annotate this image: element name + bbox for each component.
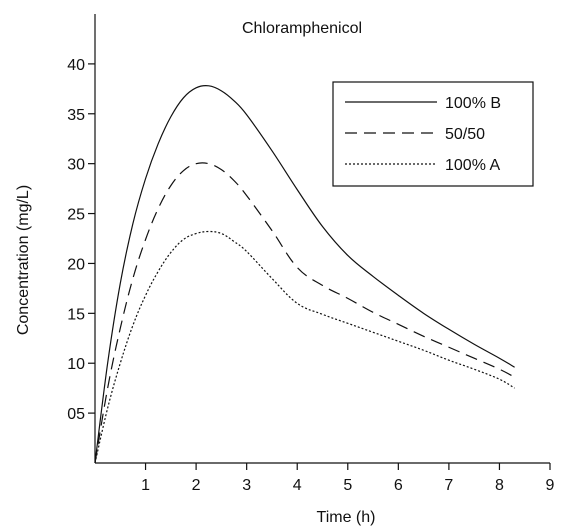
- x-axis-label: Time (h): [317, 509, 376, 526]
- x-axis: 1 2 3 4 5 6 7 8 9: [95, 462, 555, 494]
- x-tick-label: 7: [444, 477, 453, 494]
- y-axis-label: Concentration (mg/L): [15, 185, 32, 335]
- x-tick-label: 4: [293, 477, 302, 494]
- y-tick-label: 40: [67, 57, 85, 74]
- x-tick-label: 9: [546, 477, 555, 494]
- y-tick-label: 30: [67, 157, 85, 174]
- y-axis: 05 10 15 20 25 30 35 40: [67, 14, 96, 463]
- series-line-2: [94, 162, 515, 464]
- x-tick-label: 6: [394, 477, 403, 494]
- legend-label-2: 50/50: [445, 126, 485, 143]
- y-tick-label: 20: [67, 256, 85, 273]
- legend-box: [332, 81, 534, 187]
- chart-title: Chloramphenicol: [242, 20, 362, 37]
- legend-label-1: 100% B: [445, 95, 501, 112]
- series-group: [94, 85, 515, 464]
- series-line-1: [94, 85, 515, 464]
- y-tick-label: 05: [67, 406, 85, 423]
- series-line-3: [94, 230, 515, 464]
- x-tick-label: 3: [242, 477, 251, 494]
- y-tick-label: 10: [67, 356, 85, 373]
- legend: 100% B 50/50 100% A: [332, 81, 534, 187]
- x-tick-label: 5: [343, 477, 352, 494]
- x-tick-label: 2: [192, 477, 201, 494]
- x-tick-label: 8: [495, 477, 504, 494]
- x-tick-label: 1: [141, 477, 150, 494]
- legend-label-3: 100% A: [445, 157, 500, 174]
- y-tick-label: 25: [67, 207, 85, 224]
- y-tick-label: 15: [67, 306, 85, 323]
- y-tick-label: 35: [67, 107, 85, 124]
